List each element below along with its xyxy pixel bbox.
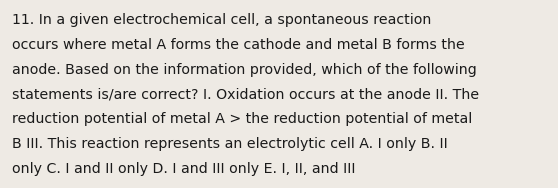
Text: 11. In a given electrochemical cell, a spontaneous reaction: 11. In a given electrochemical cell, a s… (12, 13, 432, 27)
Text: statements is/are correct? I. Oxidation occurs at the anode II. The: statements is/are correct? I. Oxidation … (12, 88, 479, 102)
Text: anode. Based on the information provided, which of the following: anode. Based on the information provided… (12, 63, 477, 77)
Text: B III. This reaction represents an electrolytic cell A. I only B. II: B III. This reaction represents an elect… (12, 137, 448, 151)
Text: occurs where metal A forms the cathode and metal B forms the: occurs where metal A forms the cathode a… (12, 38, 465, 52)
Text: only C. I and II only D. I and III only E. I, II, and III: only C. I and II only D. I and III only … (12, 162, 356, 176)
Text: reduction potential of metal A > the reduction potential of metal: reduction potential of metal A > the red… (12, 112, 473, 126)
